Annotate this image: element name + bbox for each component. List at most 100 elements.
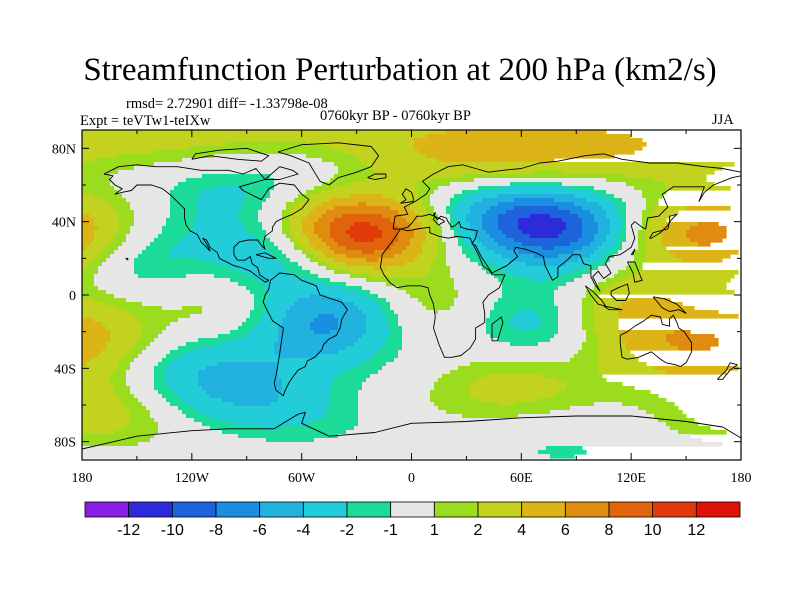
field-cell [170,402,187,407]
field-cell [414,258,435,263]
field-cell [114,238,127,243]
field-cell [290,226,303,231]
field-cell [470,222,483,227]
field-cell [170,386,203,391]
field-cell [618,270,639,275]
field-cell [130,362,159,367]
field-cell [278,374,339,379]
field-cell [330,390,359,395]
field-cell [82,426,127,431]
field-cell [82,242,91,247]
field-cell [262,282,327,287]
field-cell [146,406,179,411]
field-cell [354,222,371,227]
colorbar-swatch [521,501,566,518]
field-cell [326,414,359,419]
field-cell [258,210,283,215]
colorbar-label: -1 [384,522,398,539]
field-cell [358,290,371,295]
field-cell [374,170,535,175]
colorbar-swatch [346,501,392,518]
field-cell [466,214,483,219]
field-cell [626,230,639,235]
field-cell [138,254,171,259]
field-cell [486,318,511,323]
field-cell [278,334,363,339]
field-cell [554,302,583,307]
field-cell [286,310,363,315]
colorbar-swatch [128,501,173,518]
field-cell [558,310,583,315]
field-cell [274,350,339,355]
field-cell [106,342,135,347]
field-cell [282,210,291,215]
field-cell [94,234,115,239]
field-cell [302,218,319,223]
field-cell [322,182,351,187]
field-cell [558,254,591,259]
field-cell [594,402,623,407]
field-cell [94,194,123,199]
field-cell [434,310,439,315]
field-cell [314,330,331,335]
field-cell [626,218,643,223]
field-cell [122,194,171,199]
field-cell [262,426,283,431]
field-cell [594,250,611,255]
field-cell [126,238,155,243]
coastlines [82,142,741,450]
field-cell [82,358,91,363]
field-cell [462,198,483,203]
field-cell [82,238,95,243]
field-cell [102,250,115,255]
field-cell [186,402,235,407]
field-cell [274,242,295,247]
field-cell [122,358,135,363]
field-cell [146,346,179,351]
field-cell [514,314,539,319]
field-cell [82,354,99,359]
field-cell [186,274,215,279]
field-cell [238,282,263,287]
field-cell [282,250,303,255]
field-cell [110,334,143,339]
field-cell [510,342,539,347]
field-cell [430,178,475,183]
field-cell [450,218,455,223]
field-cell [470,258,483,263]
field-cell [474,202,499,207]
field-cell [254,234,267,239]
colorbar-label: 1 [430,522,439,539]
field-cell [486,330,559,335]
field-cell [442,234,455,239]
field-cell [338,166,371,171]
field-cell [270,402,331,407]
field-cell [98,266,135,271]
field-cell [434,402,499,407]
field-cell [82,374,111,379]
field-cell [594,310,619,315]
field-cell [590,190,607,195]
field-cell [198,374,279,379]
field-cell [286,234,295,239]
field-cell [198,198,247,203]
field-cell [346,262,407,267]
field-cell [262,206,287,211]
field-cell [162,226,195,231]
colorbar-label: -4 [296,522,310,539]
field-cell [326,410,359,415]
field-cell [490,310,519,315]
field-cell [82,326,107,331]
field-cell [622,302,683,307]
field-cell [366,178,431,183]
field-cell [154,434,239,439]
field-cell [542,318,559,323]
field-cell [482,218,499,223]
field-cell [102,322,143,327]
field-cell [330,330,367,335]
field-cell [582,302,595,307]
field-cell [82,378,111,383]
field-cell [402,334,491,339]
field-cell [494,302,555,307]
field-cell [666,222,699,227]
